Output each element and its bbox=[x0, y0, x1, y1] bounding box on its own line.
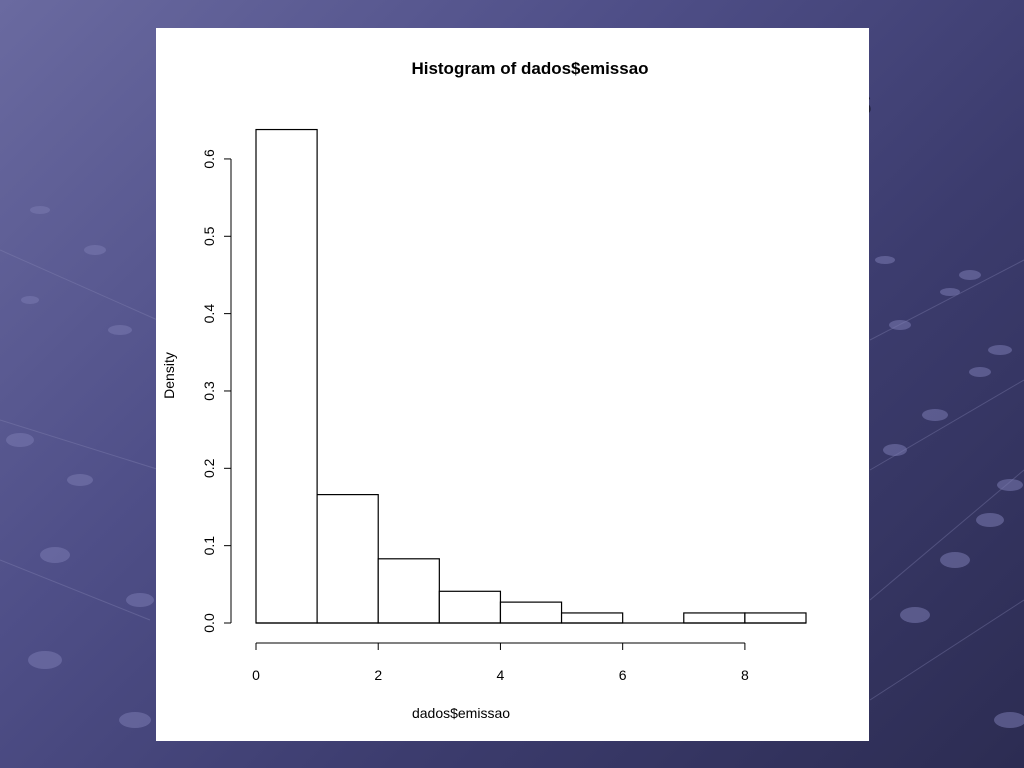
histogram-bar bbox=[316, 494, 379, 624]
y-tick-label: 0.1 bbox=[201, 536, 217, 556]
y-tick-label: 0.0 bbox=[201, 613, 217, 633]
histogram-bar bbox=[377, 558, 440, 624]
x-tick-label: 2 bbox=[374, 667, 382, 683]
y-axis: 0.0 0.1 0.2 0.3 0.4 0.5 0.6 bbox=[201, 149, 232, 633]
histogram-bar bbox=[744, 612, 807, 624]
x-tick-label: 4 bbox=[497, 667, 505, 683]
y-tick-label: 0.6 bbox=[201, 149, 217, 169]
histogram-chart: Histogram of dados$emissao Density dados… bbox=[161, 59, 807, 721]
histogram-bar bbox=[438, 590, 502, 624]
histogram-bar bbox=[683, 612, 746, 624]
x-axis: 0 2 4 6 8 bbox=[252, 642, 749, 683]
histogram-bar bbox=[560, 612, 624, 624]
x-tick-label: 8 bbox=[741, 667, 749, 683]
y-tick-label: 0.3 bbox=[201, 381, 217, 401]
histogram-panel: Histogram of dados$emissao Density dados… bbox=[156, 28, 869, 741]
x-tick-label: 0 bbox=[252, 667, 260, 683]
histogram-bar bbox=[255, 128, 318, 624]
y-tick-label: 0.5 bbox=[201, 226, 217, 246]
y-tick-label: 0.4 bbox=[201, 304, 217, 324]
histogram-bar bbox=[499, 601, 563, 624]
y-tick-label: 0.2 bbox=[201, 458, 217, 478]
chart-title: Histogram of dados$emissao bbox=[411, 59, 648, 78]
x-tick-label: 6 bbox=[619, 667, 627, 683]
histogram-bars bbox=[255, 128, 807, 624]
x-axis-label: dados$emissao bbox=[412, 705, 510, 721]
y-axis-label: Density bbox=[161, 352, 177, 399]
